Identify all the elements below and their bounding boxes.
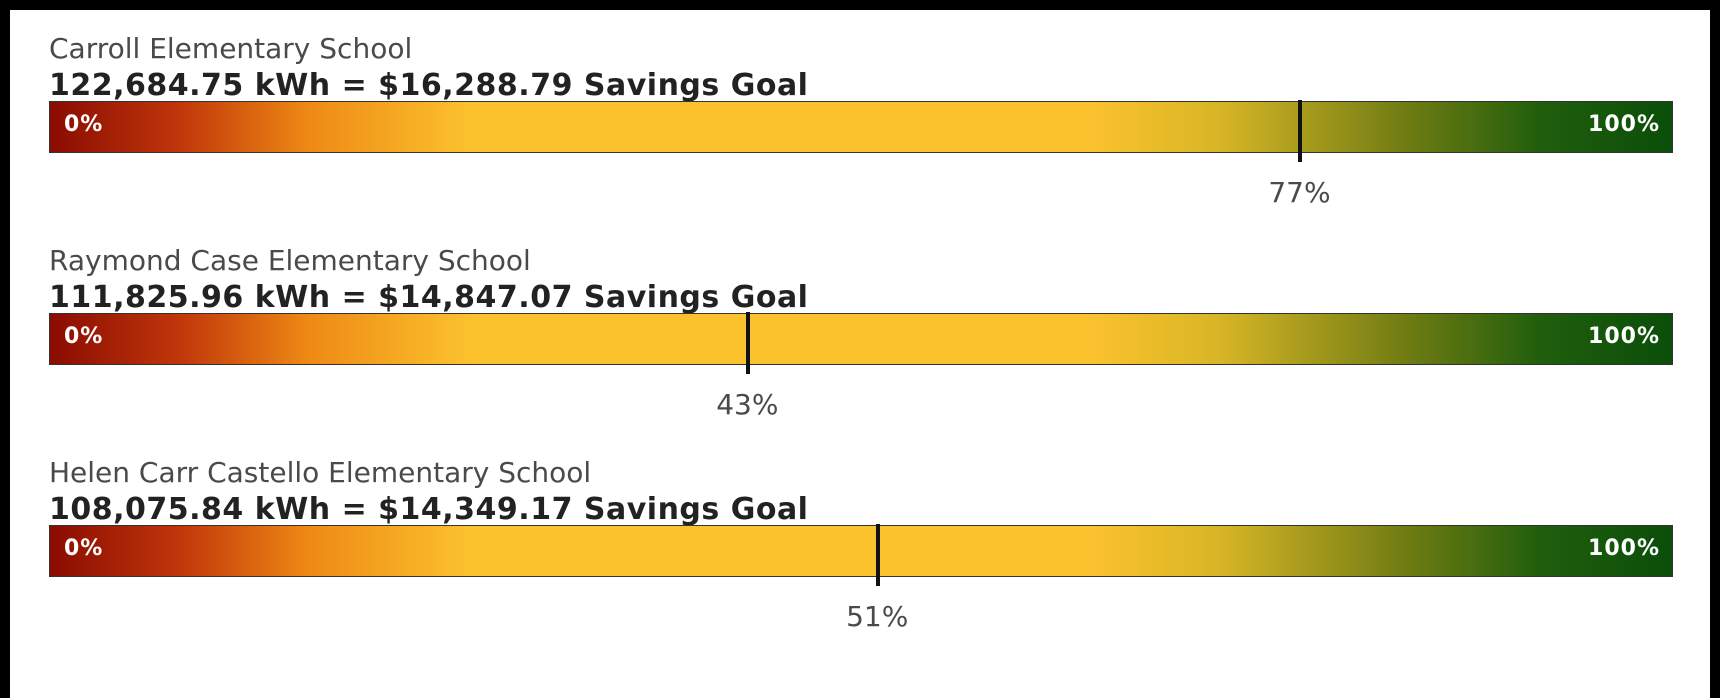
scale-min-label: 0%	[64, 536, 104, 561]
scale-min-label: 0%	[64, 112, 104, 137]
progress-marker	[1298, 100, 1303, 162]
school-name: Raymond Case Elementary School	[49, 244, 531, 277]
progress-label: 51%	[846, 600, 909, 633]
progress-bar: 0% 100%	[49, 524, 1673, 586]
progress-bar: 0% 100%	[49, 312, 1673, 374]
school-gauge: Helen Carr Castello Elementary School 108…	[39, 434, 1673, 666]
scale-max-label: 100%	[1588, 536, 1660, 561]
school-name: Helen Carr Castello Elementary School	[49, 456, 592, 489]
school-gauge: Raymond Case Elementary School 111,825.96…	[39, 222, 1673, 454]
scale-max-label: 100%	[1588, 112, 1660, 137]
progress-label: 77%	[1268, 176, 1331, 209]
school-name: Carroll Elementary School	[49, 32, 413, 65]
progress-marker	[876, 524, 881, 586]
scale-max-label: 100%	[1588, 324, 1660, 349]
savings-goal: 108,075.84 kWh = $14,349.17 Savings Goal	[49, 492, 809, 527]
progress-label: 43%	[716, 388, 779, 421]
progress-bar: 0% 100%	[49, 100, 1673, 162]
scale-min-label: 0%	[64, 324, 104, 349]
savings-goal: 122,684.75 kWh = $16,288.79 Savings Goal	[49, 68, 809, 103]
progress-marker	[746, 312, 751, 374]
savings-goal: 111,825.96 kWh = $14,847.07 Savings Goal	[49, 280, 809, 315]
school-gauge: Carroll Elementary School 122,684.75 kWh …	[39, 10, 1673, 242]
